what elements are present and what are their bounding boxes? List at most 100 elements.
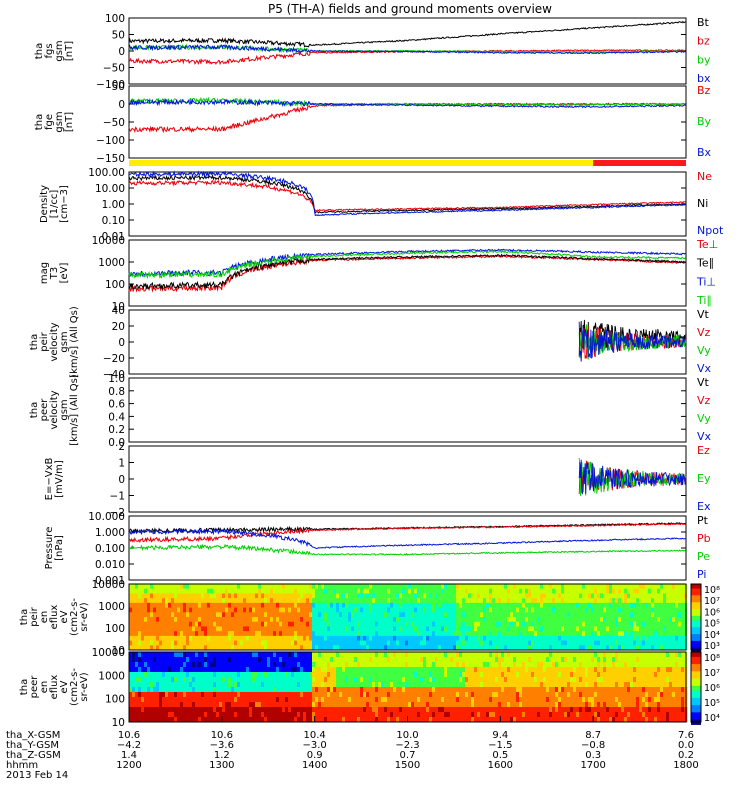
spectrogram-cell: [423, 640, 427, 646]
spectrogram-cell: [411, 645, 415, 651]
spectrogram-cell: [492, 652, 496, 658]
spectrogram-cell: [468, 682, 472, 688]
spectrogram-cell: [192, 687, 196, 693]
spectrogram-cell: [576, 612, 580, 618]
spectrogram-cell: [417, 682, 421, 688]
spectrogram-cell: [225, 652, 229, 658]
spectrogram-cell: [555, 621, 559, 627]
spectrogram-cell: [507, 652, 511, 658]
spectrogram-cell: [552, 626, 556, 632]
spectrogram-cell: [213, 598, 217, 604]
spectrogram-cell: [213, 635, 217, 641]
spectrogram-cell: [456, 652, 460, 658]
spectrogram-cell: [246, 593, 250, 599]
spectrogram-cell: [210, 717, 214, 723]
spectrogram-cell: [294, 602, 298, 608]
spectrogram-cell: [507, 635, 511, 641]
spectrogram-cell: [570, 593, 574, 599]
spectrogram-cell: [627, 626, 631, 632]
spectrogram-cell: [252, 677, 256, 683]
spectrogram-cell: [561, 635, 565, 641]
spectrogram-cell: [441, 617, 445, 623]
spectrogram-cell: [399, 712, 403, 718]
spectrogram-cell: [441, 645, 445, 651]
spectrogram-cell: [159, 702, 163, 708]
spectrogram-cell: [471, 712, 475, 718]
spectrogram-cell: [243, 677, 247, 683]
spectrogram-cell: [213, 702, 217, 708]
spectrogram-cell: [423, 626, 427, 632]
spectrogram-cell: [357, 617, 361, 623]
spectrogram-cell: [498, 707, 502, 713]
spectrogram-cell: [330, 697, 334, 703]
y-tick-label: −2: [110, 507, 125, 519]
spectrogram-cell: [180, 682, 184, 688]
spectrogram-cell: [621, 598, 625, 604]
spectrogram-cell: [537, 598, 541, 604]
spectrogram-cell: [333, 677, 337, 683]
spectrogram-cell: [348, 593, 352, 599]
spectrogram-cell: [681, 584, 685, 590]
spectrogram-cell: [408, 593, 412, 599]
spectrogram-cell: [624, 598, 628, 604]
spectrogram-cell: [219, 635, 223, 641]
spectrogram-cell: [201, 662, 205, 668]
spectrogram-cell: [390, 640, 394, 646]
spectrogram-cell: [330, 712, 334, 718]
spectrogram-cell: [393, 593, 397, 599]
spectrogram-cell: [534, 667, 538, 673]
spectrogram-cell: [468, 621, 472, 627]
spectrogram-cell: [186, 707, 190, 713]
spectrogram-cell: [192, 588, 196, 594]
spectrogram-cell: [636, 588, 640, 594]
spectrogram-cell: [189, 617, 193, 623]
spectrogram-cell: [633, 640, 637, 646]
spectrogram-cell: [456, 682, 460, 688]
spectrogram-cell: [525, 602, 529, 608]
spectrogram-cell: [615, 617, 619, 623]
spectrogram-cell: [606, 621, 610, 627]
spectrogram-cell: [567, 657, 571, 663]
spectrogram-cell: [357, 584, 361, 590]
spectrogram-cell: [231, 602, 235, 608]
spectrogram-cell: [264, 640, 268, 646]
spectrogram-cell: [456, 602, 460, 608]
spectrogram-cell: [138, 584, 142, 590]
spectrogram-cell: [525, 640, 529, 646]
spectrogram-cell: [432, 626, 436, 632]
spectrogram-cell: [243, 588, 247, 594]
spectrogram-cell: [480, 612, 484, 618]
spectrogram-cell: [342, 662, 346, 668]
spectrogram-cell: [399, 717, 403, 723]
spectrogram-cell: [339, 682, 343, 688]
spectrogram-cell: [486, 640, 490, 646]
y-tick-label: 1000: [98, 670, 125, 682]
spectrogram-cell: [315, 712, 319, 718]
spectrogram-cell: [537, 687, 541, 693]
spectrogram-cell: [603, 617, 607, 623]
spectrogram-cell: [333, 657, 337, 663]
spectrogram-cell: [441, 612, 445, 618]
spectrogram-cell: [486, 584, 490, 590]
spectrogram-cell: [300, 584, 304, 590]
spectrogram-cell: [165, 621, 169, 627]
spectrogram-cell: [564, 584, 568, 590]
spectrogram-cell: [321, 672, 325, 678]
spectrogram-cell: [471, 635, 475, 641]
spectrogram-cell: [207, 657, 211, 663]
y-tick-label: −100: [96, 79, 125, 91]
spectrogram-cell: [465, 677, 469, 683]
spectrogram-cell: [177, 717, 181, 723]
spectrogram-cell: [327, 607, 331, 613]
spectrogram-cell: [150, 626, 154, 632]
spectrogram-cell: [498, 692, 502, 698]
spectrogram-cell: [453, 612, 457, 618]
spectrogram-cell: [210, 607, 214, 613]
spectrogram-cell: [369, 682, 373, 688]
spectrogram-cell: [378, 602, 382, 608]
spectrogram-cell: [558, 652, 562, 658]
spectrogram-cell: [237, 621, 241, 627]
spectrogram-cell: [354, 702, 358, 708]
spectrogram-cell: [570, 657, 574, 663]
spectrogram-cell: [372, 588, 376, 594]
